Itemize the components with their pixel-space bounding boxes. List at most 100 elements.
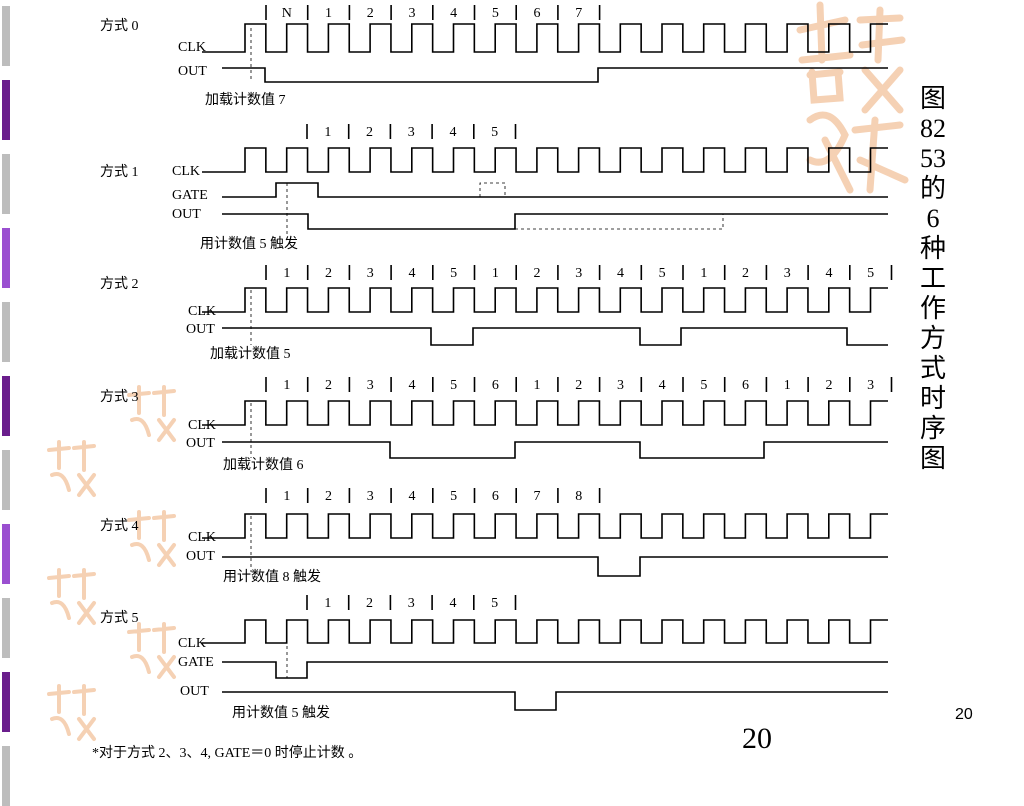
mode-5-out-label: OUT [180, 684, 209, 699]
figure-title-char: 53 [920, 144, 946, 173]
mode-3-note: 加载计数值 6 [223, 458, 304, 473]
seal-watermark-small-6 [44, 684, 99, 744]
filmstrip-segment [2, 524, 10, 584]
figure-title-char: 作 [919, 294, 946, 323]
count-label: 3 [575, 266, 582, 281]
out-waveform-mode-3 [222, 441, 888, 459]
count-label: 2 [366, 125, 373, 140]
filmstrip-segment [2, 80, 10, 140]
count-label: 5 [491, 125, 498, 140]
figure-title-vertical: 图 82 53 的 6 种工作方式时序图 [910, 84, 956, 474]
clk-waveform [202, 287, 888, 313]
mode-4-label: 方式 4 [100, 519, 139, 534]
filmstrip-segment [2, 228, 10, 288]
count-label: 1 [283, 266, 290, 281]
filmstrip-segment [2, 6, 10, 66]
count-label: 3 [367, 266, 374, 281]
count-label: 2 [367, 6, 374, 21]
seal-watermark-large [790, 0, 910, 200]
count-label: 3 [617, 378, 624, 393]
count-label: 4 [408, 266, 415, 281]
mode-0-out-label: OUT [178, 64, 207, 79]
mode-1-clk-label: CLK [172, 164, 200, 179]
count-label: 5 [659, 266, 666, 281]
seal-watermark-small-1-drawing [127, 385, 176, 442]
count-label: 1 [534, 378, 541, 393]
count-label: 5 [450, 489, 457, 504]
mode-2-label: 方式 2 [100, 277, 139, 292]
count-label: 2 [742, 266, 749, 281]
figure-title-char: 种 [919, 234, 946, 263]
mode-1-gate-label: GATE [172, 188, 208, 203]
mode-0-note: 加载计数值 7 [205, 93, 286, 108]
slide-number: 20 [742, 722, 772, 755]
count-label: 6 [492, 378, 499, 393]
count-label: 4 [408, 489, 415, 504]
count-label: 4 [408, 378, 415, 393]
count-label: 2 [325, 378, 332, 393]
count-label: 5 [700, 378, 707, 393]
count-label: 8 [575, 489, 582, 504]
filmstrip-segment [2, 672, 10, 732]
mode-4-note: 用计数值 8 触发 [223, 570, 321, 585]
mode-0-clk-label: CLK [178, 40, 206, 55]
count-label: 5 [867, 266, 874, 281]
figure-title-char: 6 [926, 204, 940, 233]
mode-1-note: 用计数值 5 触发 [200, 237, 298, 252]
seal-watermark-small-2 [44, 440, 99, 500]
mode-5-note: 用计数值 5 触发 [232, 706, 330, 721]
count-label: 4 [449, 596, 456, 611]
count-label: 3 [867, 378, 874, 393]
seal-watermark-small-4-drawing [47, 568, 96, 625]
page-number: 20 [955, 706, 973, 723]
count-label: 4 [449, 125, 456, 140]
gate-waveform-mode-1 [222, 182, 888, 198]
count-label: 1 [283, 489, 290, 504]
seal-watermark-small-4 [44, 568, 99, 628]
figure-title-char: 的 [919, 174, 946, 203]
seal-watermark-small-3 [124, 510, 179, 570]
clk-waveform [202, 23, 888, 53]
seal-watermark-small-1 [124, 385, 179, 445]
filmstrip-segment [2, 598, 10, 658]
seal-watermark-large-drawing [796, 1, 909, 194]
gate-retrigger-dashed [479, 182, 506, 197]
figure-title-char: 式 [919, 354, 946, 383]
timing-diagram: N 1 2 3 4 5 6 7 1 2 3 4 5 1 2 3 4 5 1 2 3 4 5 1 2 3 4 5 1 2 3 4 5 6 1 2 3 4 5 6… [202, 5, 893, 711]
count-label: 4 [450, 6, 457, 21]
count-label: 1 [492, 266, 499, 281]
clk-waveform [202, 400, 888, 426]
mode-1-label: 方式 1 [100, 165, 139, 180]
count-label: 2 [825, 378, 832, 393]
count-label: 7 [534, 489, 541, 504]
mode-2-note: 加载计数值 5 [210, 347, 291, 362]
count-label: 3 [784, 266, 791, 281]
count-label: 1 [700, 266, 707, 281]
out-waveform-mode-5 [222, 691, 888, 711]
mode-5-gate-label: GATE [178, 655, 214, 670]
filmstrip-segment [2, 376, 10, 436]
out-waveform-mode-1 [222, 213, 888, 230]
out-extended-dashed [515, 214, 724, 230]
out-waveform-mode-0 [222, 67, 888, 83]
count-label: 1 [784, 378, 791, 393]
mode-0-label: 方式 0 [100, 19, 139, 34]
mode-3-out-label: OUT [186, 436, 215, 451]
gate-waveform-mode-5 [222, 661, 888, 679]
count-label: 6 [534, 6, 541, 21]
filmstrip-segment [2, 154, 10, 214]
seal-watermark-small-3-drawing [127, 510, 176, 567]
count-label: 4 [617, 266, 624, 281]
count-label: N [282, 6, 292, 21]
count-label: 6 [492, 489, 499, 504]
count-label: 5 [450, 378, 457, 393]
count-label: 4 [659, 378, 666, 393]
footnote: *对于方式 2、3、4, GATE＝0 时停止计数 。 [92, 746, 363, 761]
count-label: 2 [534, 266, 541, 281]
count-label: 5 [492, 6, 499, 21]
count-label: 3 [408, 125, 415, 140]
count-label: 5 [491, 596, 498, 611]
figure-title-char: 82 [920, 114, 946, 143]
figure-title-char: 方 [919, 324, 946, 353]
filmstrip-segment [2, 450, 10, 510]
